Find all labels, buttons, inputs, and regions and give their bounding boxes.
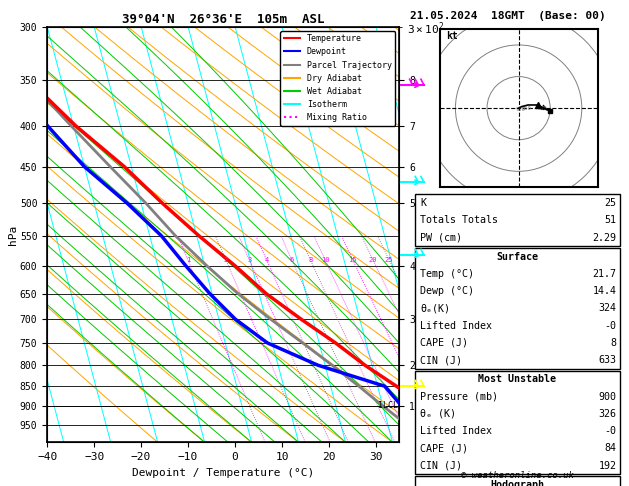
Text: PW (cm): PW (cm) [420, 232, 462, 243]
Legend: Temperature, Dewpoint, Parcel Trajectory, Dry Adiabat, Wet Adiabat, Isotherm, Mi: Temperature, Dewpoint, Parcel Trajectory… [281, 31, 395, 125]
Text: kt: kt [446, 31, 458, 41]
Text: 950: 950 [515, 107, 525, 112]
Text: Dewp (°C): Dewp (°C) [420, 286, 474, 296]
Text: 4: 4 [265, 257, 269, 263]
Text: 2.29: 2.29 [593, 232, 616, 243]
Text: 326: 326 [598, 409, 616, 419]
Text: 192: 192 [598, 461, 616, 471]
Text: -0: -0 [604, 426, 616, 436]
Text: 324: 324 [598, 303, 616, 313]
Text: © weatheronline.co.uk: © weatheronline.co.uk [461, 471, 574, 480]
Text: 8: 8 [610, 338, 616, 348]
Text: CIN (J): CIN (J) [420, 461, 462, 471]
Text: Most Unstable: Most Unstable [478, 374, 557, 384]
Text: 21.05.2024  18GMT  (Base: 00): 21.05.2024 18GMT (Base: 00) [410, 11, 606, 21]
Text: Lifted Index: Lifted Index [420, 321, 492, 331]
Text: 14.4: 14.4 [593, 286, 616, 296]
Text: Hodograph: Hodograph [491, 480, 544, 486]
Text: 20: 20 [369, 257, 377, 263]
Text: 15: 15 [348, 257, 357, 263]
Text: 900: 900 [598, 392, 616, 402]
Text: Totals Totals: Totals Totals [420, 215, 498, 226]
Title: 39°04'N  26°36'E  105m  ASL: 39°04'N 26°36'E 105m ASL [122, 13, 325, 26]
Text: 500: 500 [538, 106, 547, 111]
Text: CAPE (J): CAPE (J) [420, 338, 468, 348]
Y-axis label: hPa: hPa [8, 225, 18, 244]
Text: 84: 84 [604, 443, 616, 453]
Text: 10: 10 [321, 257, 330, 263]
Text: 51: 51 [604, 215, 616, 226]
Text: Pressure (mb): Pressure (mb) [420, 392, 498, 402]
Text: -0: -0 [604, 321, 616, 331]
Text: CIN (J): CIN (J) [420, 355, 462, 365]
Text: Temp (°C): Temp (°C) [420, 269, 474, 279]
Text: 21.7: 21.7 [593, 269, 616, 279]
Text: 1LCL: 1LCL [378, 401, 398, 410]
Text: 25: 25 [604, 198, 616, 208]
Text: θₑ(K): θₑ(K) [420, 303, 450, 313]
Text: CAPE (J): CAPE (J) [420, 443, 468, 453]
Y-axis label: km
ASL: km ASL [447, 226, 469, 243]
Text: 25: 25 [385, 257, 393, 263]
Text: Surface: Surface [496, 252, 538, 262]
Text: 6: 6 [290, 257, 294, 263]
Text: θₑ (K): θₑ (K) [420, 409, 456, 419]
Text: 850: 850 [522, 106, 532, 111]
Text: 633: 633 [598, 355, 616, 365]
Text: 3: 3 [247, 257, 252, 263]
Text: 1: 1 [186, 257, 190, 263]
Text: 2: 2 [224, 257, 228, 263]
X-axis label: Dewpoint / Temperature (°C): Dewpoint / Temperature (°C) [132, 468, 314, 478]
Text: 8: 8 [308, 257, 313, 263]
Text: Lifted Index: Lifted Index [420, 426, 492, 436]
Text: K: K [420, 198, 426, 208]
